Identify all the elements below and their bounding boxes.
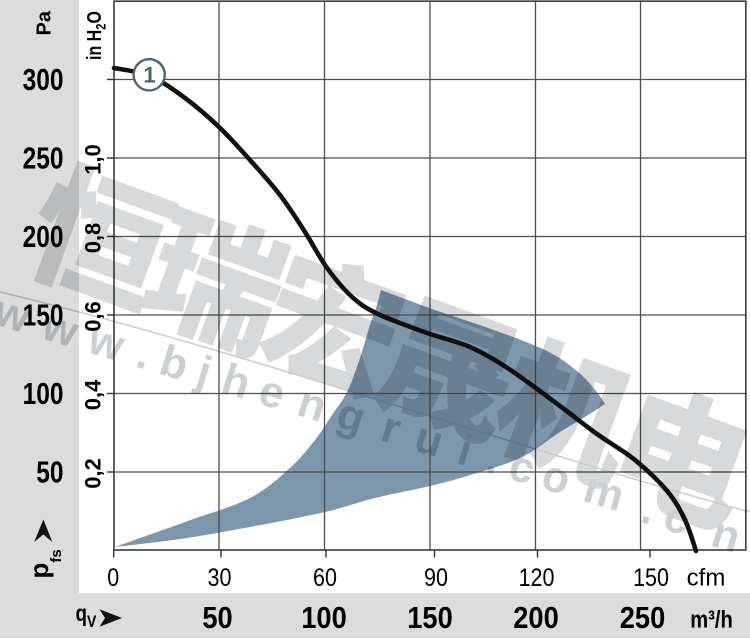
svg-text:m³/h: m³/h <box>690 606 733 633</box>
svg-text:50: 50 <box>36 455 63 489</box>
svg-text:60: 60 <box>313 563 337 591</box>
svg-text:150: 150 <box>633 563 669 591</box>
svg-text:200: 200 <box>513 601 559 635</box>
svg-text:in H2O: in H2O <box>83 11 108 60</box>
svg-text:150: 150 <box>407 601 453 635</box>
svg-text:0,4: 0,4 <box>81 379 106 410</box>
svg-text:1: 1 <box>143 62 155 87</box>
svg-text:Pa: Pa <box>34 10 56 35</box>
svg-text:150: 150 <box>23 298 64 332</box>
svg-text:50: 50 <box>202 601 232 635</box>
svg-text:300: 300 <box>23 62 64 96</box>
svg-text:30: 30 <box>208 563 232 591</box>
svg-text:250: 250 <box>23 141 64 175</box>
svg-text:cfm: cfm <box>687 565 726 592</box>
svg-text:100: 100 <box>23 376 64 410</box>
svg-text:250: 250 <box>620 601 666 635</box>
svg-text:0,2: 0,2 <box>81 458 106 489</box>
svg-text:90: 90 <box>424 563 448 591</box>
svg-text:100: 100 <box>301 601 347 635</box>
svg-text:0: 0 <box>107 563 119 591</box>
svg-text:120: 120 <box>519 563 555 591</box>
